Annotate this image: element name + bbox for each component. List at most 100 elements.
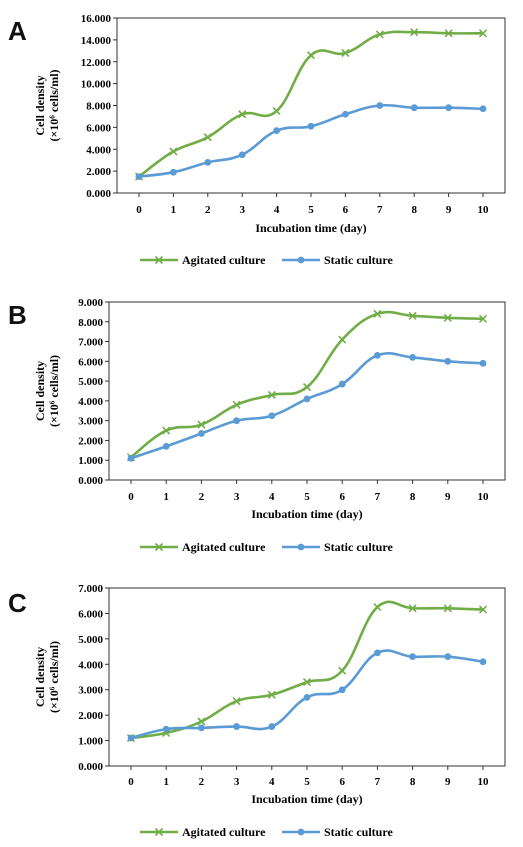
x-tick-label: 0	[128, 491, 134, 503]
x-tick-label: 4	[269, 776, 275, 788]
series-line-static	[130, 352, 484, 460]
data-point-agitated	[197, 420, 206, 429]
data-point-static	[127, 454, 135, 462]
chart-panel-c: C 0.000 1.000 2.000 3.000 4.000 5.000 6.000 7.00…	[8, 583, 506, 839]
y-tick-label: 1.000	[78, 736, 103, 748]
data-point-static	[374, 649, 381, 657]
y-tick-label: 7.000	[78, 337, 103, 349]
data-point-static	[135, 173, 143, 180]
data-point-static	[198, 430, 205, 437]
data-point-static	[409, 353, 416, 361]
x-tick-label: 10	[478, 491, 490, 503]
data-point-agitated	[338, 335, 347, 344]
panel-label: C	[8, 588, 27, 618]
y-tick-label: 5.000	[78, 376, 103, 388]
x-tick-label: 10	[478, 776, 490, 788]
data-point-agitated	[267, 690, 276, 699]
y-tick-label: 4.000	[78, 396, 103, 408]
data-point-static	[273, 127, 280, 135]
x-tick-label: 2	[205, 204, 211, 216]
data-point-static	[307, 122, 315, 130]
data-point-static	[479, 658, 487, 666]
data-point-static	[162, 442, 170, 450]
data-point-agitated	[238, 110, 247, 119]
data-point-static	[374, 352, 381, 359]
data-point-agitated	[341, 48, 350, 58]
x-tick-label: 5	[304, 491, 310, 503]
data-point-static	[479, 105, 487, 113]
y-tick-label: 6.000	[86, 122, 111, 134]
y-axis-title-line2: (×10⁶ cells/ml)	[47, 69, 61, 141]
data-point-agitated	[478, 314, 488, 323]
x-axis-title: Incubation time (day)	[255, 221, 366, 235]
data-point-agitated	[169, 147, 178, 156]
x-tick-label: 1	[163, 776, 169, 788]
x-tick-label: 8	[410, 776, 416, 788]
x-tick-label: 10	[478, 204, 490, 216]
data-point-agitated	[306, 51, 316, 60]
data-point-static	[162, 725, 170, 733]
data-point-agitated	[338, 666, 347, 675]
legend-label: Static culture	[324, 540, 393, 554]
series-line-agitated	[138, 30, 484, 178]
y-axis-title-line1: Cell density	[33, 361, 47, 421]
x-tick-label: 4	[274, 204, 280, 216]
panel-label: A	[8, 16, 27, 46]
data-point-static	[338, 380, 346, 388]
data-point-agitated	[375, 30, 384, 39]
series-line-static	[138, 103, 484, 178]
data-point-static	[444, 653, 452, 661]
data-point-agitated	[373, 309, 382, 318]
y-tick-label: 2.000	[78, 435, 103, 447]
data-point-static	[268, 412, 276, 420]
y-tick-label: 12.000	[81, 57, 112, 69]
y-tick-label: 1.000	[78, 455, 103, 467]
y-tick-label: 8.000	[86, 101, 111, 113]
x-tick-label: 6	[343, 204, 349, 216]
data-point-agitated	[197, 717, 206, 726]
x-tick-label: 9	[446, 204, 452, 216]
y-tick-label: 4.000	[78, 659, 103, 671]
x-tick-label: 7	[375, 491, 381, 503]
data-point-static	[445, 104, 452, 112]
x-tick-label: 6	[339, 776, 345, 788]
data-point-static	[233, 417, 241, 425]
data-point-agitated	[302, 678, 312, 687]
series-line-agitated	[130, 310, 484, 459]
x-axis-title: Incubation time (day)	[251, 507, 362, 521]
data-point-static	[479, 359, 487, 367]
data-point-static	[303, 693, 311, 701]
data-point-agitated	[478, 29, 488, 38]
x-tick-label: 3	[234, 776, 240, 788]
data-point-static	[233, 723, 241, 730]
x-tick-label: 1	[171, 204, 177, 216]
data-point-static	[444, 357, 452, 365]
legend-label: Agitated culture	[182, 825, 266, 839]
y-tick-label: 6.000	[78, 608, 103, 620]
y-tick-label: 6.000	[78, 356, 103, 368]
data-point-agitated	[272, 106, 281, 116]
x-axis-title: Incubation time (day)	[251, 792, 362, 806]
data-point-static	[204, 158, 212, 166]
x-tick-label: 5	[304, 776, 310, 788]
x-tick-label: 8	[411, 204, 417, 216]
legend-label: Agitated culture	[182, 540, 266, 554]
y-tick-label: 2.000	[78, 710, 103, 722]
x-tick-label: 3	[234, 491, 240, 503]
y-tick-label: 5.000	[78, 634, 103, 646]
data-point-static	[170, 168, 177, 176]
x-tick-label: 8	[410, 491, 416, 503]
data-point-static	[338, 686, 346, 694]
plot-frame	[108, 587, 506, 767]
data-point-static	[127, 734, 135, 742]
y-tick-label: 3.000	[78, 416, 103, 428]
data-point-agitated	[302, 382, 312, 392]
y-axis-title-line2: (×10⁶ cells/ml)	[47, 641, 61, 713]
legend-marker-circle	[297, 543, 305, 551]
x-tick-label: 7	[377, 204, 383, 216]
data-point-agitated	[444, 29, 453, 38]
y-tick-label: 14.000	[81, 35, 112, 47]
y-tick-label: 0.000	[78, 761, 103, 773]
data-point-agitated	[203, 133, 212, 142]
legend-marker-x	[154, 827, 164, 837]
